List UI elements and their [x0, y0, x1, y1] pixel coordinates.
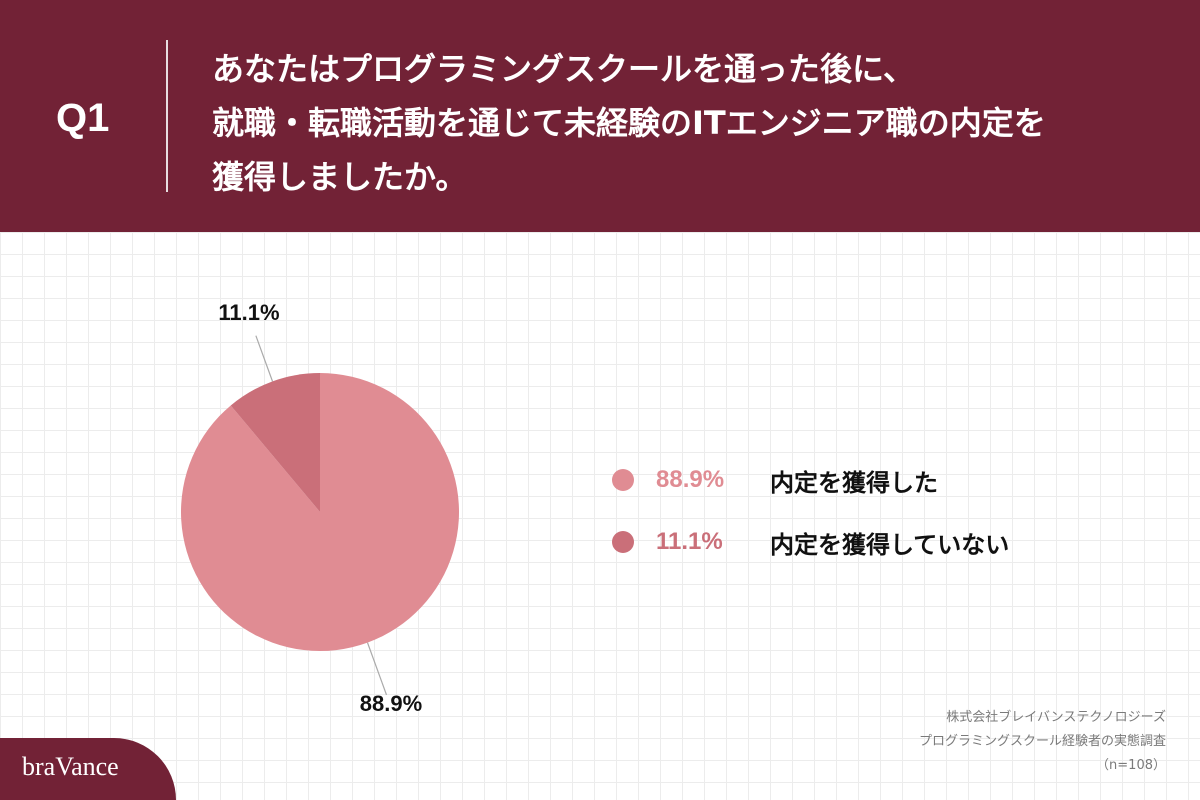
- question-number: Q1: [56, 96, 110, 140]
- legend-swatch-obtained: [612, 469, 634, 491]
- question-line-2: 就職・転職活動を通じて未経験のITエンジニア職の内定を: [212, 104, 1046, 142]
- legend-percent-obtained: 88.9%: [656, 466, 725, 493]
- legend-swatch-not-obtained: [612, 531, 634, 553]
- source-survey: プログラミングスクール経験者の実態調査: [918, 734, 1166, 749]
- logo-tab: [0, 738, 176, 800]
- question-line-3: 獲得しましたか。: [212, 158, 468, 196]
- source-sample-size: （n=108）: [1096, 758, 1166, 773]
- question-text: あなたはプログラミングスクールを通った後に、 就職・転職活動を通じて未経験のIT…: [212, 42, 1172, 204]
- source-company: 株式会社ブレイバンステクノロジーズ: [946, 710, 1166, 725]
- legend-label-obtained: 内定を獲得した: [770, 468, 938, 497]
- source-note: 株式会社ブレイバンステクノロジーズ プログラミングスクール経験者の実態調査 （n…: [919, 706, 1166, 778]
- chart-legend: 88.9% 内定を獲得した 11.1% 内定を獲得していない: [612, 465, 1009, 589]
- header: Q1 あなたはプログラミングスクールを通った後に、 就職・転職活動を通じて未経験…: [0, 0, 1200, 232]
- leader-line-not-obtained: [255, 335, 274, 382]
- header-divider: [166, 40, 168, 192]
- pie-slice-not-obtained: [230, 373, 320, 512]
- data-label-not-obtained: 11.1%: [218, 300, 279, 325]
- legend-item-not-obtained: 11.1% 内定を獲得していない: [612, 527, 1010, 559]
- legend-item-obtained: 88.9% 内定を獲得した: [612, 465, 1009, 497]
- pie-chart: 88.9% 11.1%: [181, 300, 460, 716]
- legend-percent-not-obtained: 11.1%: [656, 528, 723, 555]
- data-label-obtained: 88.9%: [360, 691, 422, 716]
- chart-panel: 88.9% 11.1% 88.9% 内定を獲得した 11.1% 内定を獲得していな…: [0, 232, 1200, 800]
- legend-label-not-obtained: 内定を獲得していない: [770, 530, 1010, 559]
- question-line-1: あなたはプログラミングスクールを通った後に、: [212, 50, 916, 88]
- bravance-logo: braVance: [22, 752, 119, 781]
- leader-line-obtained: [366, 642, 388, 696]
